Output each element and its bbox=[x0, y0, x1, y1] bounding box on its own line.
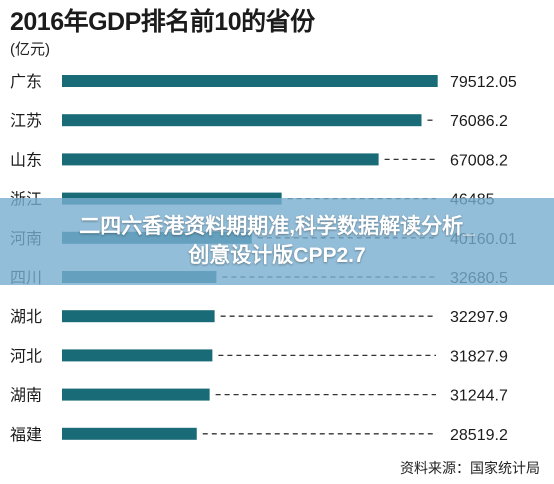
category-label: 山东 bbox=[10, 151, 42, 169]
bar bbox=[62, 427, 197, 440]
unit-label: (亿元) bbox=[10, 41, 50, 58]
value-label: 28519.2 bbox=[450, 427, 508, 444]
category-label: 福建 bbox=[10, 426, 42, 444]
category-label: 广东 bbox=[10, 73, 42, 91]
category-label: 湖南 bbox=[10, 387, 42, 405]
bar bbox=[62, 75, 438, 87]
bar bbox=[62, 153, 379, 166]
watermark-overlay: 二四六香港资料期期准,科学数据解读分析_ 创意设计版CPP2.7 bbox=[0, 198, 554, 285]
category-label: 河北 bbox=[10, 347, 42, 365]
overlay-line-2: 创意设计版CPP2.7 bbox=[188, 243, 366, 267]
overlay-line-1: 二四六香港资料期期准,科学数据解读分析_ bbox=[79, 215, 475, 239]
bar bbox=[62, 388, 210, 401]
value-label: 76086.2 bbox=[450, 113, 508, 130]
chart-title: 2016年GDP排名前10的省份 bbox=[10, 8, 315, 36]
value-label: 79512.05 bbox=[450, 74, 517, 91]
bar bbox=[62, 349, 213, 362]
source-note: 资料来源：国家统计局 bbox=[400, 460, 540, 476]
value-label: 31827.9 bbox=[450, 348, 508, 365]
category-label: 湖北 bbox=[10, 308, 42, 326]
category-label: 江苏 bbox=[10, 112, 42, 130]
bar bbox=[62, 310, 215, 323]
value-label: 67008.2 bbox=[450, 152, 508, 169]
value-label: 32297.9 bbox=[450, 309, 508, 326]
bar bbox=[62, 114, 422, 127]
value-label: 31244.7 bbox=[450, 388, 508, 405]
